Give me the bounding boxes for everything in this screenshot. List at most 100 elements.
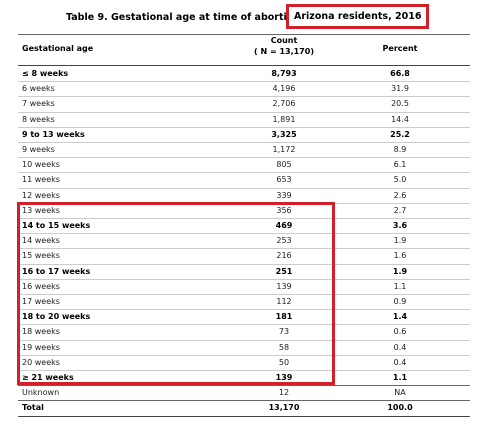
row-count: 653 bbox=[276, 175, 292, 185]
row-rule bbox=[18, 309, 470, 311]
row-rule bbox=[18, 278, 470, 280]
row-label: 17 weeks bbox=[22, 297, 60, 306]
row-percent: 14.4 bbox=[391, 114, 409, 124]
row-count: 12 bbox=[278, 388, 290, 398]
row-label: 16 to 17 weeks bbox=[22, 266, 91, 276]
row-label: 10 weeks bbox=[22, 160, 60, 170]
row-percent: 1.1 bbox=[393, 281, 407, 291]
rule bbox=[18, 34, 470, 35]
row-percent: 1.6 bbox=[393, 251, 407, 261]
row-rule bbox=[18, 218, 470, 219]
row-rule bbox=[18, 339, 470, 341]
row-percent: 2.7 bbox=[393, 205, 407, 215]
row-percent: 0.9 bbox=[393, 297, 407, 306]
row-rule bbox=[18, 248, 470, 250]
row-rule bbox=[18, 400, 470, 402]
row-percent: 1.1 bbox=[392, 373, 408, 382]
row-label: 20 weeks bbox=[22, 357, 60, 367]
row-rule bbox=[18, 157, 470, 159]
row-percent: 6.1 bbox=[393, 160, 407, 170]
row-rule bbox=[18, 111, 470, 113]
row-rule bbox=[18, 172, 470, 174]
row-label: 16 weeks bbox=[22, 281, 60, 291]
row-rule bbox=[18, 81, 470, 83]
row-percent: NA bbox=[394, 388, 406, 398]
row-label: Unknown bbox=[22, 388, 60, 398]
row-rule bbox=[18, 126, 470, 128]
row-percent: 25.2 bbox=[390, 129, 410, 139]
row-label: 19 weeks bbox=[22, 342, 60, 352]
row-count: 2,706 bbox=[272, 99, 296, 109]
row-percent: 0.4 bbox=[393, 342, 407, 352]
row-count: 251 bbox=[275, 266, 293, 276]
column-header: Gestational age bbox=[22, 44, 94, 53]
row-percent: 100.0 bbox=[387, 403, 413, 413]
row-percent: 1.9 bbox=[392, 266, 408, 276]
row-count: 58 bbox=[278, 342, 290, 352]
row-label: 14 to 15 weeks bbox=[22, 221, 91, 230]
row-label: 6 weeks bbox=[22, 84, 55, 94]
rule bbox=[18, 65, 470, 66]
row-rule bbox=[18, 324, 470, 326]
row-percent: 0.4 bbox=[393, 357, 407, 367]
row-count: 3,325 bbox=[271, 129, 297, 139]
row-count: 181 bbox=[275, 312, 293, 322]
row-percent: 1.4 bbox=[392, 312, 408, 322]
row-count: 1,891 bbox=[272, 114, 296, 124]
row-label: 13 weeks bbox=[22, 205, 60, 215]
row-percent: 31.9 bbox=[391, 84, 409, 94]
row-label: 11 weeks bbox=[22, 175, 60, 185]
row-count: 13,170 bbox=[268, 403, 300, 413]
row-rule bbox=[18, 96, 470, 98]
row-count: 469 bbox=[275, 221, 293, 230]
row-label: 12 weeks bbox=[22, 190, 60, 200]
row-percent: 2.6 bbox=[393, 190, 407, 200]
row-rule bbox=[18, 187, 470, 189]
row-percent: 1.9 bbox=[393, 236, 407, 246]
row-rule bbox=[18, 370, 470, 371]
row-percent: 0.6 bbox=[393, 327, 407, 337]
row-label: 18 weeks bbox=[22, 327, 60, 337]
highlight-box bbox=[17, 202, 335, 385]
row-label: ≥ 21 weeks bbox=[22, 373, 74, 382]
row-percent: 3.6 bbox=[392, 221, 408, 230]
row-rule bbox=[18, 385, 470, 387]
row-label: 18 to 20 weeks bbox=[22, 312, 91, 322]
row-rule bbox=[18, 354, 470, 356]
row-count: 253 bbox=[276, 236, 292, 246]
rule bbox=[18, 415, 470, 417]
row-rule bbox=[18, 142, 470, 143]
row-percent: 8.9 bbox=[393, 145, 407, 154]
row-count: 8,793 bbox=[271, 69, 297, 78]
row-label: 15 weeks bbox=[22, 251, 60, 261]
row-rule bbox=[18, 294, 470, 295]
row-label: Total bbox=[22, 403, 44, 413]
highlight-text: Arizona residents, 2016 bbox=[294, 11, 422, 22]
row-rule bbox=[18, 233, 470, 235]
column-header: Percent bbox=[382, 44, 418, 53]
row-label: 14 weeks bbox=[22, 236, 60, 246]
row-label: 8 weeks bbox=[22, 114, 55, 124]
row-count: 73 bbox=[278, 327, 290, 337]
row-count: 805 bbox=[276, 160, 292, 170]
row-label: 7 weeks bbox=[22, 99, 55, 109]
row-label: 9 to 13 weeks bbox=[22, 129, 85, 139]
row-label: 9 weeks bbox=[22, 145, 55, 154]
highlight-box bbox=[286, 4, 429, 29]
row-rule bbox=[18, 263, 470, 265]
row-percent: 20.5 bbox=[391, 99, 409, 109]
row-count: 112 bbox=[276, 297, 292, 306]
row-count: 339 bbox=[276, 190, 292, 200]
row-count: 139 bbox=[276, 281, 292, 291]
column-header: Count bbox=[270, 36, 298, 45]
row-count: 1,172 bbox=[272, 145, 296, 154]
table-title: Table 9. Gestational age at time of abor… bbox=[66, 12, 301, 23]
row-label: ≤ 8 weeks bbox=[22, 69, 69, 78]
row-count: 50 bbox=[278, 357, 290, 367]
column-subheader: ( N = 13,170) bbox=[254, 47, 314, 56]
row-count: 4,196 bbox=[272, 84, 296, 94]
row-percent: 66.8 bbox=[390, 69, 410, 78]
row-count: 356 bbox=[276, 205, 292, 215]
row-count: 139 bbox=[275, 373, 293, 382]
